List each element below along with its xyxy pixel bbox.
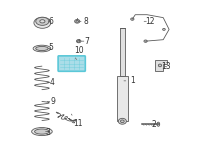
Text: 1: 1 xyxy=(130,76,135,85)
Ellipse shape xyxy=(78,40,80,42)
Text: 6: 6 xyxy=(49,17,53,26)
Ellipse shape xyxy=(121,120,124,123)
Ellipse shape xyxy=(163,29,165,30)
Ellipse shape xyxy=(40,20,45,23)
Text: 3: 3 xyxy=(46,128,50,137)
Ellipse shape xyxy=(36,46,48,51)
Text: 9: 9 xyxy=(50,97,55,106)
Bar xyxy=(117,76,128,121)
Text: 13: 13 xyxy=(161,62,171,71)
Ellipse shape xyxy=(131,18,134,20)
Text: 4: 4 xyxy=(50,78,55,87)
Ellipse shape xyxy=(158,64,162,67)
Polygon shape xyxy=(155,60,167,71)
Text: 8: 8 xyxy=(84,17,89,26)
Text: 7: 7 xyxy=(84,37,89,46)
Text: 11: 11 xyxy=(73,119,82,128)
Text: 10: 10 xyxy=(74,46,84,55)
Ellipse shape xyxy=(36,17,49,25)
Text: 5: 5 xyxy=(49,42,53,52)
Text: 2: 2 xyxy=(151,120,156,130)
Ellipse shape xyxy=(35,129,49,134)
Ellipse shape xyxy=(118,118,126,124)
Ellipse shape xyxy=(32,128,52,136)
FancyBboxPatch shape xyxy=(58,56,85,71)
Ellipse shape xyxy=(76,40,81,43)
Text: 12: 12 xyxy=(146,17,155,26)
Bar xyxy=(120,28,125,76)
Ellipse shape xyxy=(157,122,160,126)
Ellipse shape xyxy=(75,20,80,23)
Ellipse shape xyxy=(144,40,147,42)
Ellipse shape xyxy=(33,45,51,52)
Ellipse shape xyxy=(34,17,51,28)
Ellipse shape xyxy=(76,20,79,22)
